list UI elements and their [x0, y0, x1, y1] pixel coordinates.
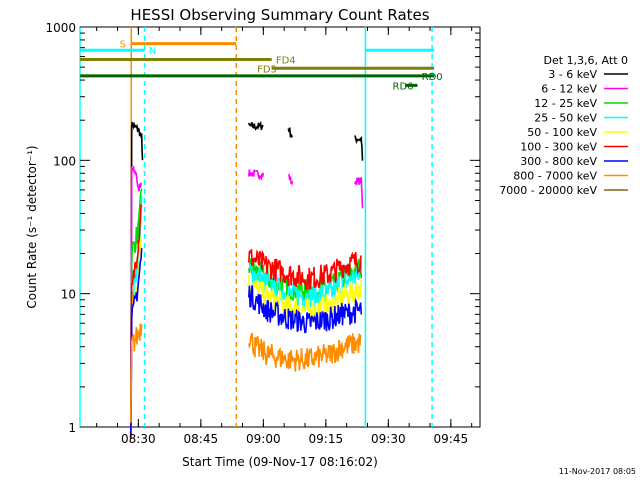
x-tick-label: 09:30	[371, 432, 406, 446]
flag-label-s: S	[120, 40, 126, 51]
series-line	[248, 264, 362, 309]
series-line	[248, 332, 362, 372]
series-line	[288, 174, 294, 186]
x-tick-label: 09:45	[434, 432, 469, 446]
flag-label-n: N	[149, 46, 156, 57]
chart-title: HESSI Observing Summary Count Rates	[130, 6, 429, 24]
y-axis-label: Count Rate (s⁻¹ detector⁻¹)	[25, 145, 39, 308]
series-line	[130, 204, 143, 439]
flag-label-fd4: FD4	[276, 56, 296, 67]
legend-label: 7000 - 20000 keV	[499, 184, 597, 197]
x-axis-ticks: 08:30 08:45 09:00 09:15 09:30 09:45	[96, 27, 473, 446]
series-line	[130, 164, 143, 419]
legend-label: 100 - 300 keV	[520, 141, 597, 154]
flag-label-fd5: FD5	[257, 64, 277, 75]
data-series	[130, 120, 364, 440]
x-tick-label: 09:15	[309, 432, 344, 446]
series-line	[354, 177, 364, 209]
series-line	[130, 248, 143, 435]
y-tick-label: 1000	[45, 21, 76, 35]
legend-label: 6 - 12 keV	[541, 83, 597, 96]
flag-label-rd6: RD6	[393, 81, 414, 92]
series-line	[248, 249, 363, 291]
legend-label: 3 - 6 keV	[548, 68, 597, 81]
series-line	[248, 120, 264, 131]
series-line	[130, 188, 143, 434]
series-line	[248, 285, 363, 334]
legend-label: 12 - 25 keV	[534, 97, 597, 110]
x-axis-label: Start Time (09-Nov-17 08:16:02)	[182, 455, 378, 469]
legend-label: 800 - 7000 keV	[513, 170, 597, 183]
y-tick-label: 10	[61, 288, 76, 302]
y-axis-ticks: 1 10 100 1000	[45, 21, 480, 435]
series-line	[354, 135, 364, 161]
legend-label: 25 - 50 keV	[534, 112, 597, 125]
footer-timestamp: 11-Nov-2017 08:05	[559, 467, 636, 476]
series-line	[287, 127, 294, 139]
series-line	[248, 169, 265, 181]
legend-label: 50 - 100 keV	[527, 126, 597, 139]
x-tick-label: 08:45	[184, 432, 219, 446]
series-line	[130, 121, 144, 440]
y-tick-label: 1	[68, 421, 76, 435]
x-tick-label: 09:00	[246, 432, 281, 446]
legend-label: 300 - 800 keV	[520, 155, 597, 168]
flag-label-rd0: RD0	[422, 72, 443, 83]
x-tick-label: 08:30	[121, 432, 156, 446]
attenuator-lines	[79, 27, 433, 427]
legend-header: Det 1,3,6, Att 0	[544, 54, 628, 67]
series-line	[130, 323, 143, 423]
y-tick-label: 100	[53, 154, 76, 168]
